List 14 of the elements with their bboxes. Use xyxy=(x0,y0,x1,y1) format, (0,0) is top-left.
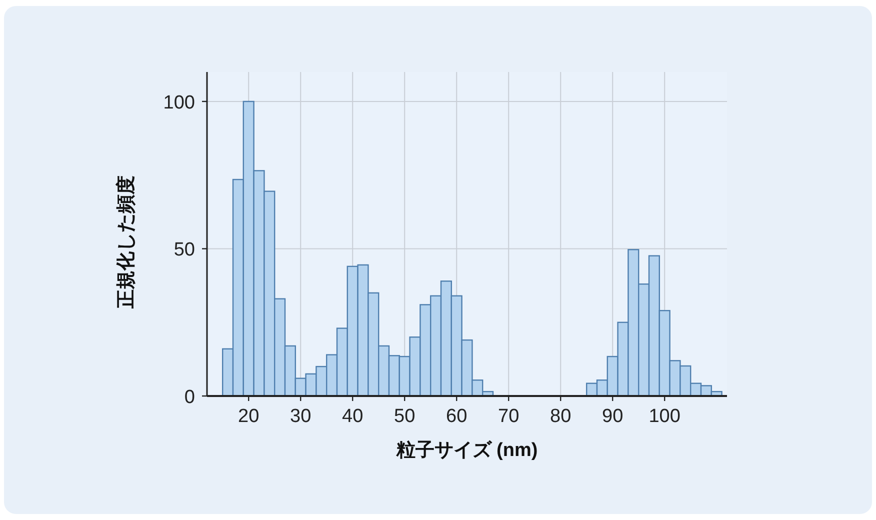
x-tick-label: 60 xyxy=(446,406,468,427)
y-tick-label: 100 xyxy=(163,92,195,114)
x-tick-label: 90 xyxy=(602,406,624,427)
y-tick-label: 50 xyxy=(174,240,195,261)
x-tick-label: 30 xyxy=(290,406,312,427)
x-tick-label: 50 xyxy=(394,406,416,427)
x-tick-label: 80 xyxy=(550,406,572,427)
y-axis-title: 正規化した頻度 xyxy=(115,176,137,310)
x-axis-title: 粒子サイズ (nm) xyxy=(395,440,538,461)
x-tick-label: 40 xyxy=(342,406,364,427)
x-tick-label: 100 xyxy=(648,406,680,427)
x-tick-label: 20 xyxy=(238,406,260,427)
y-tick-label: 0 xyxy=(184,387,195,408)
x-tick-label: 70 xyxy=(498,406,520,427)
